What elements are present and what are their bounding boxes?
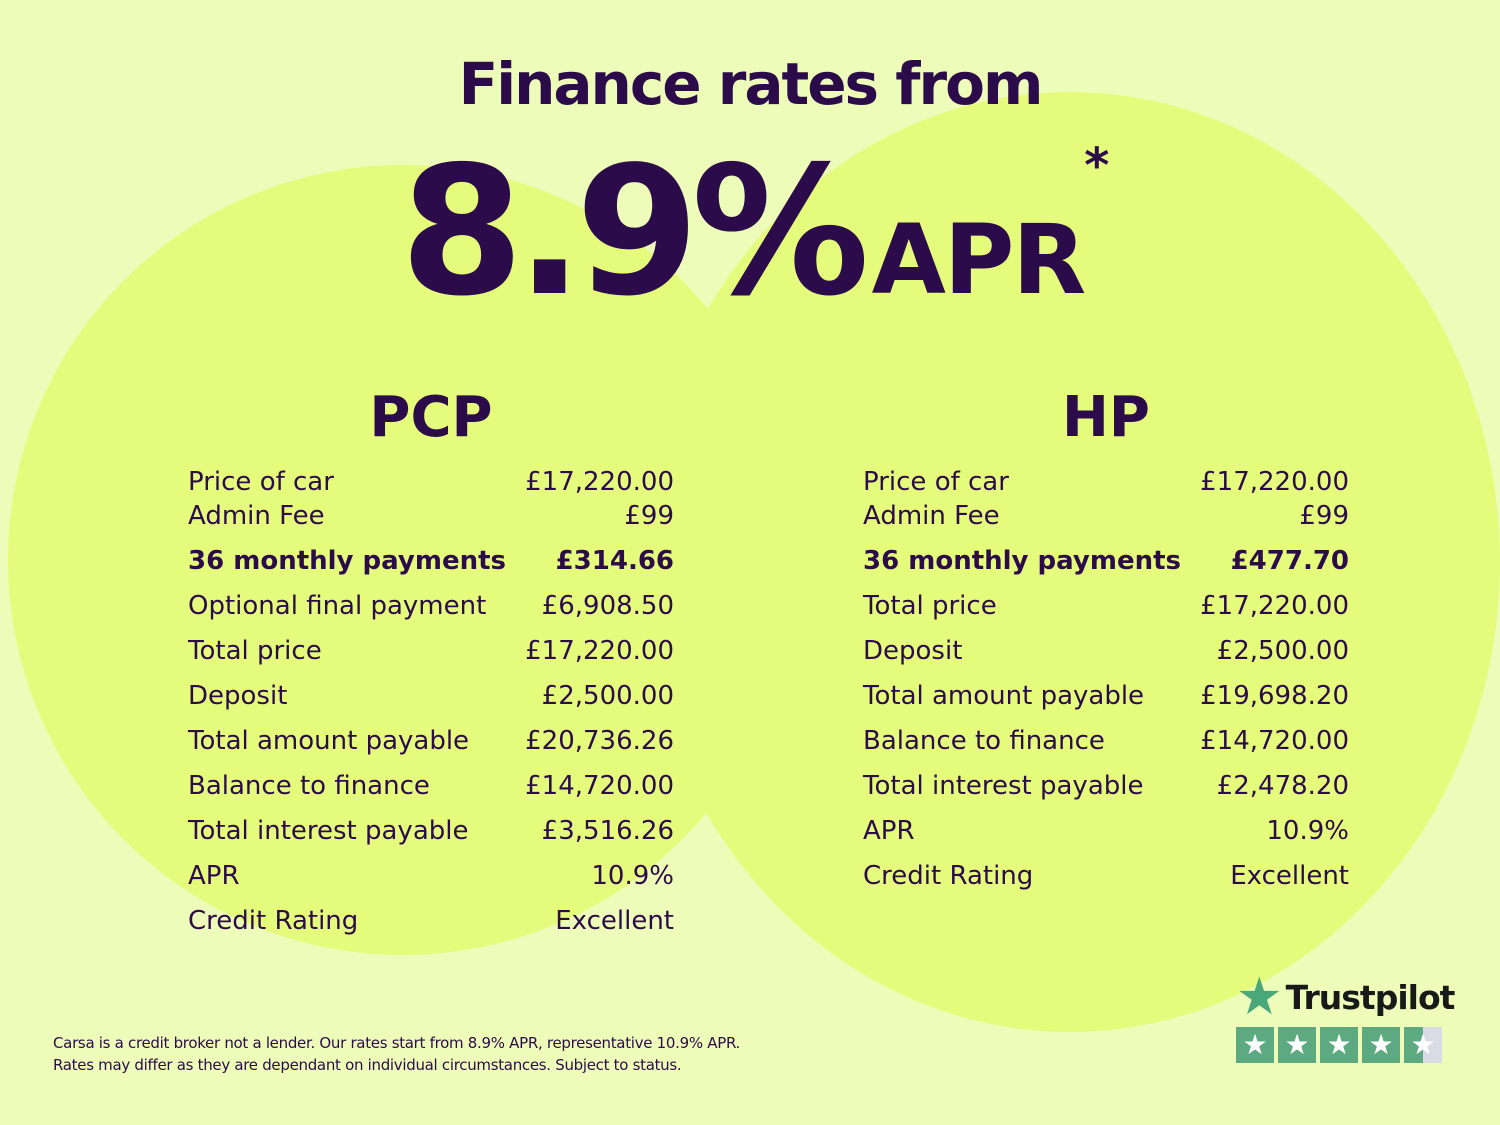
table-row: Admin Fee £99 [188, 501, 674, 546]
background-circle-right [640, 92, 1500, 1032]
row-label: Total price [863, 591, 997, 621]
row-label: Admin Fee [188, 501, 325, 531]
rating-star-icon: ★ [1362, 1027, 1400, 1063]
row-value: £17,220.00 [525, 636, 674, 666]
table-row: Total price £17,220.00 [188, 636, 674, 681]
pcp-title: PCP [369, 385, 493, 450]
table-row: APR 10.9% [863, 816, 1349, 861]
row-value: £2,478.20 [1216, 771, 1349, 801]
table-row: Total amount payable £20,736.26 [188, 726, 674, 771]
table-row: 36 monthly payments £477.70 [863, 546, 1349, 591]
row-label: Balance to finance [863, 726, 1105, 756]
row-label: APR [188, 861, 240, 891]
row-value: £17,220.00 [1200, 591, 1349, 621]
table-row: Total amount payable £19,698.20 [863, 681, 1349, 726]
row-value: £3,516.26 [541, 816, 674, 846]
table-row: Price of car £17,220.00 [863, 467, 1349, 501]
row-label: Total amount payable [863, 681, 1145, 711]
row-value: £99 [1299, 501, 1349, 531]
row-value: 10.9% [1266, 816, 1349, 846]
row-label: Credit Rating [188, 906, 359, 936]
table-row: APR 10.9% [188, 861, 674, 906]
row-label: APR [863, 816, 915, 846]
row-label: Admin Fee [863, 501, 1000, 531]
row-value: £2,500.00 [541, 681, 674, 711]
rate-value: 8.9% [400, 128, 870, 335]
row-value: £17,220.00 [1200, 467, 1349, 497]
table-row: Balance to finance £14,720.00 [188, 771, 674, 816]
trustpilot-logo: ★ Trustpilot [1236, 967, 1456, 1027]
pcp-table: PCP Price of car £17,220.00 Admin Fee £99 36… [188, 385, 674, 951]
table-row: Total price £17,220.00 [863, 591, 1349, 636]
rate-suffix: APR [871, 204, 1087, 316]
row-value: £14,720.00 [1200, 726, 1349, 756]
table-row: Deposit £2,500.00 [188, 681, 674, 726]
row-label: Total price [188, 636, 322, 666]
row-value: £314.66 [555, 546, 674, 576]
hp-title: HP [1062, 385, 1150, 450]
row-value: 10.9% [591, 861, 674, 891]
row-value: £20,736.26 [525, 726, 674, 756]
trustpilot-star-icon: ★ [1236, 967, 1283, 1027]
table-row: Credit Rating Excellent [188, 906, 674, 951]
row-value: £6,908.50 [541, 591, 674, 621]
row-label: 36 monthly payments [863, 546, 1181, 576]
disclaimer: Carsa is a credit broker not a lender. O… [53, 1032, 740, 1076]
table-row: Total interest payable £2,478.20 [863, 771, 1349, 816]
table-row: Optional final payment £6,908.50 [188, 591, 674, 636]
rating-star-icon: ★ [1404, 1027, 1442, 1063]
disclaimer-line-2: Rates may differ as they are dependant o… [53, 1056, 682, 1074]
headline: Finance rates from [458, 50, 1044, 118]
trustpilot-name: Trustpilot [1285, 977, 1456, 1017]
row-label: Balance to finance [188, 771, 430, 801]
table-row: Admin Fee £99 [863, 501, 1349, 546]
table-row: Balance to finance £14,720.00 [863, 726, 1349, 771]
rate-display: 8.9% APR * [400, 128, 1109, 335]
row-value: £2,500.00 [1216, 636, 1349, 666]
row-value: £19,698.20 [1200, 681, 1349, 711]
row-value: £14,720.00 [525, 771, 674, 801]
trustpilot-rating: ★ ★ ★ ★ ★ [1236, 1027, 1454, 1063]
row-label: Price of car [863, 467, 1009, 497]
trustpilot-badge: ★ Trustpilot ★ ★ ★ ★ ★ [1236, 967, 1456, 1063]
rating-star-icon: ★ [1320, 1027, 1358, 1063]
table-row: Price of car £17,220.00 [188, 467, 674, 501]
row-label: 36 monthly payments [188, 546, 506, 576]
row-label: Total interest payable [188, 816, 469, 846]
hp-table: HP Price of car £17,220.00 Admin Fee £99 36 … [863, 385, 1349, 906]
rate-asterisk: * [1084, 138, 1110, 194]
table-row: Deposit £2,500.00 [863, 636, 1349, 681]
row-value: £17,220.00 [525, 467, 674, 497]
table-row: Credit Rating Excellent [863, 861, 1349, 906]
row-label: Credit Rating [863, 861, 1034, 891]
row-value: £477.70 [1230, 546, 1349, 576]
row-label: Total amount payable [188, 726, 470, 756]
row-value: £99 [624, 501, 674, 531]
row-value: Excellent [1230, 861, 1349, 891]
rating-star-icon: ★ [1278, 1027, 1316, 1063]
table-row: 36 monthly payments £314.66 [188, 546, 674, 591]
row-label: Deposit [188, 681, 288, 711]
row-label: Optional final payment [188, 591, 487, 621]
row-value: Excellent [555, 906, 674, 936]
row-label: Total interest payable [863, 771, 1144, 801]
row-label: Deposit [863, 636, 963, 666]
table-row: Total interest payable £3,516.26 [188, 816, 674, 861]
rating-star-icon: ★ [1236, 1027, 1274, 1063]
disclaimer-line-1: Carsa is a credit broker not a lender. O… [53, 1034, 740, 1052]
row-label: Price of car [188, 467, 334, 497]
